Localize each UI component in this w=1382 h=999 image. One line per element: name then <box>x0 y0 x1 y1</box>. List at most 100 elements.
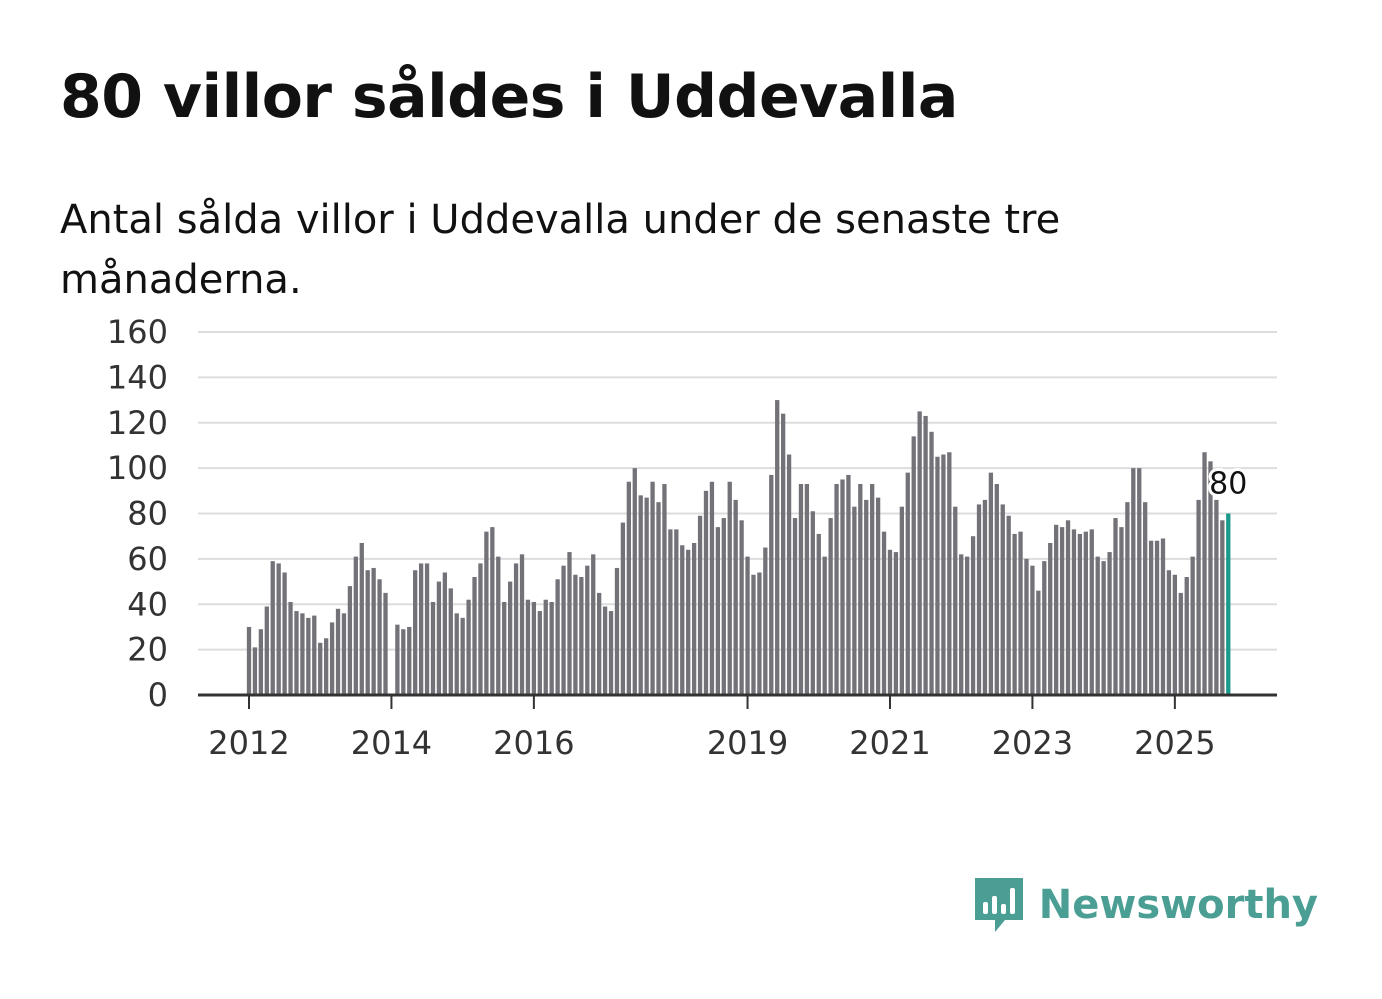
bar <box>383 592 388 695</box>
bar <box>377 579 382 695</box>
x-tick-label: 2023 <box>992 724 1073 762</box>
bar <box>252 647 258 695</box>
bar <box>264 606 269 695</box>
bar <box>478 563 483 695</box>
bar <box>1119 527 1124 695</box>
bar <box>531 601 537 695</box>
bar <box>436 581 442 695</box>
bar <box>573 574 578 695</box>
bar <box>982 499 988 695</box>
bar <box>792 518 798 695</box>
y-tick-label: 0 <box>148 676 168 714</box>
bar <box>543 599 548 695</box>
bar <box>834 484 839 695</box>
bar <box>460 617 465 695</box>
bar <box>994 484 999 695</box>
bar <box>472 577 477 695</box>
bar <box>1012 533 1017 695</box>
bar-latest <box>1226 513 1231 695</box>
bar <box>638 495 643 695</box>
bar <box>953 506 958 695</box>
bar <box>365 570 370 695</box>
bar <box>1048 542 1053 695</box>
brand-name: Newsworthy <box>1038 882 1318 928</box>
bar <box>1024 558 1029 696</box>
bar <box>970 536 976 695</box>
bar <box>1190 556 1195 695</box>
bar <box>413 570 418 695</box>
bar <box>561 565 566 695</box>
x-tick-label: 2012 <box>208 724 289 762</box>
bar <box>1178 592 1183 695</box>
bars <box>246 400 1231 696</box>
bar <box>822 556 827 695</box>
bar <box>276 563 281 695</box>
bar <box>668 529 673 695</box>
bar <box>1030 565 1035 695</box>
bar <box>745 556 750 695</box>
bar <box>324 638 329 695</box>
bar <box>893 552 899 695</box>
bar <box>917 411 922 695</box>
y-tick-label: 60 <box>127 540 168 578</box>
bar <box>1036 590 1041 695</box>
bar <box>602 606 608 695</box>
y-tick-label: 160 <box>107 313 168 351</box>
y-tick-label: 140 <box>107 358 168 396</box>
x-tick-label: 2014 <box>351 724 432 762</box>
bar <box>597 592 602 695</box>
brand: Newsworthy <box>973 876 1318 934</box>
bar <box>300 613 305 695</box>
y-tick-label: 80 <box>127 495 168 533</box>
bar <box>1101 561 1106 695</box>
bar <box>786 454 792 695</box>
bar <box>697 515 703 695</box>
bar <box>1095 556 1100 695</box>
bar <box>709 481 715 695</box>
y-tick-label: 20 <box>127 631 168 669</box>
bar <box>312 615 317 695</box>
bar <box>947 452 952 695</box>
bar <box>703 490 709 695</box>
bar <box>1220 520 1225 695</box>
x-tick-label: 2021 <box>849 724 930 762</box>
bar <box>781 413 786 695</box>
bar <box>1107 552 1112 695</box>
bar <box>1042 561 1047 695</box>
bar <box>1083 531 1088 695</box>
bar <box>870 484 875 695</box>
bar <box>1059 527 1065 695</box>
bar <box>608 611 614 695</box>
bar <box>804 484 810 695</box>
bar <box>424 563 430 695</box>
bar <box>502 601 507 695</box>
bar <box>1125 502 1130 695</box>
x-axis: 2012 2014 2016 2019 2021 2023 2025 <box>208 695 1216 762</box>
bar <box>1113 518 1118 695</box>
y-tick-label: 40 <box>127 585 168 623</box>
bar <box>585 565 590 695</box>
bar <box>537 611 542 695</box>
bar <box>751 574 756 695</box>
bar <box>1208 461 1213 695</box>
bar <box>1131 468 1136 696</box>
bar <box>525 599 531 695</box>
bar <box>418 563 424 695</box>
bar <box>680 545 685 695</box>
bar <box>1214 499 1219 695</box>
bar <box>1166 570 1172 695</box>
bar <box>988 472 994 695</box>
bar <box>1018 531 1023 695</box>
bar <box>650 481 655 695</box>
bar <box>852 506 857 695</box>
bar <box>1065 520 1071 695</box>
bar <box>739 520 744 695</box>
bar <box>1148 540 1154 695</box>
bar <box>686 549 691 695</box>
x-tick-label: 2025 <box>1134 724 1215 762</box>
bar <box>288 601 293 695</box>
last-value-label: 80 <box>1209 467 1247 502</box>
y-axis-labels: 0 20 40 60 80 100 120 140 160 <box>107 313 168 714</box>
bar <box>899 506 904 695</box>
